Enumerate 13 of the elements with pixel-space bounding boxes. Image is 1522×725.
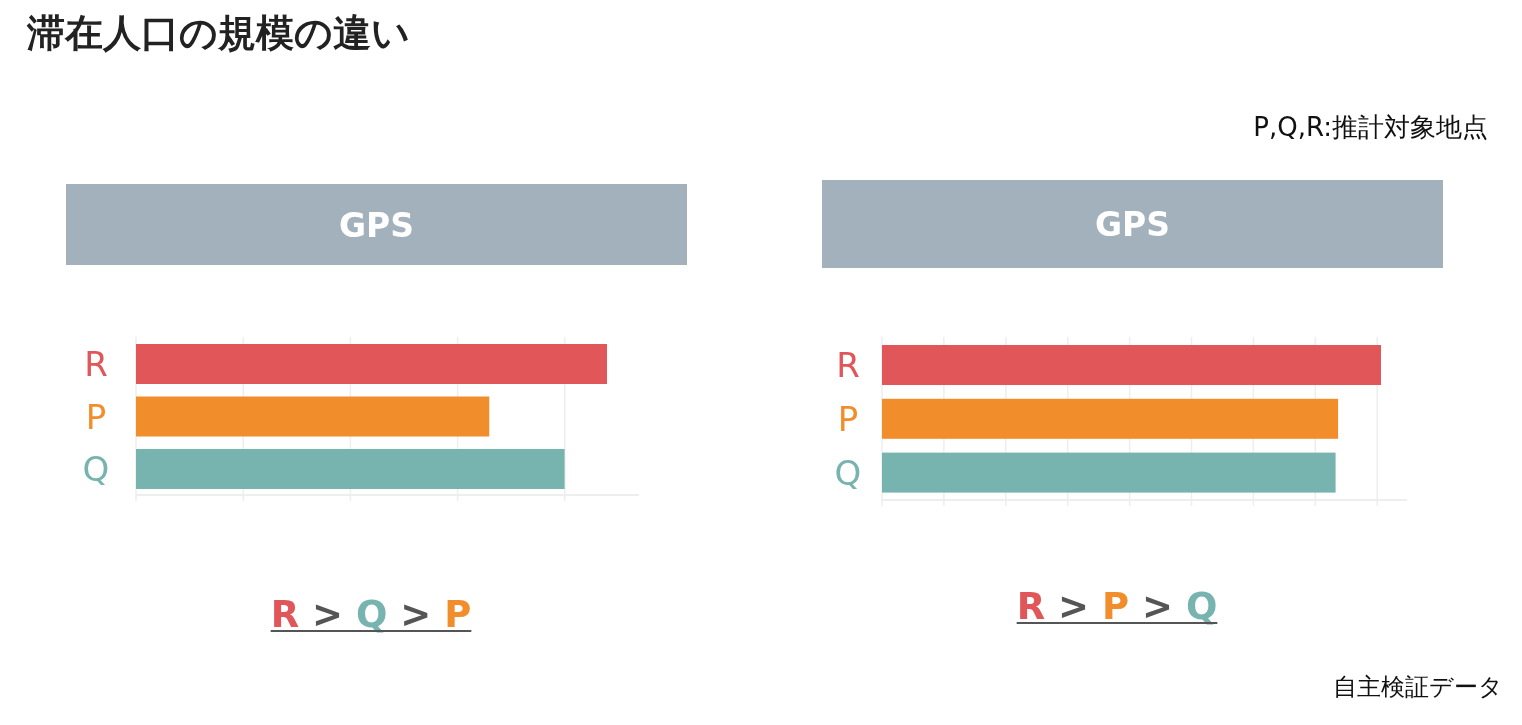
y-tick-label: Q — [834, 452, 862, 493]
text: 滞在人口の規模の違い — [26, 11, 410, 55]
y-tick-label: R — [84, 344, 108, 384]
y-tick-label: P — [837, 398, 859, 439]
text: R > P > Q — [1016, 585, 1218, 628]
text: P,Q,R:推計対象地点 — [1253, 112, 1488, 142]
y-tick-label: R — [836, 345, 860, 385]
chart-title: GPS — [338, 205, 415, 245]
text: 自主検証データ — [1333, 673, 1503, 701]
y-tick-label: P — [85, 396, 107, 437]
y-tick-label: Q — [82, 449, 110, 489]
text: R > Q > P — [270, 593, 472, 636]
chart-title: GPS — [1094, 205, 1171, 244]
